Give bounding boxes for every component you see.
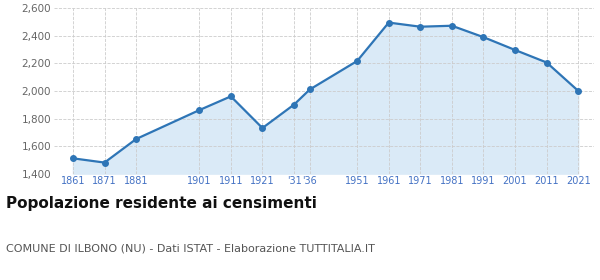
Text: COMUNE DI ILBONO (NU) - Dati ISTAT - Elaborazione TUTTITALIA.IT: COMUNE DI ILBONO (NU) - Dati ISTAT - Ela…: [6, 244, 375, 254]
Text: Popolazione residente ai censimenti: Popolazione residente ai censimenti: [6, 196, 317, 211]
